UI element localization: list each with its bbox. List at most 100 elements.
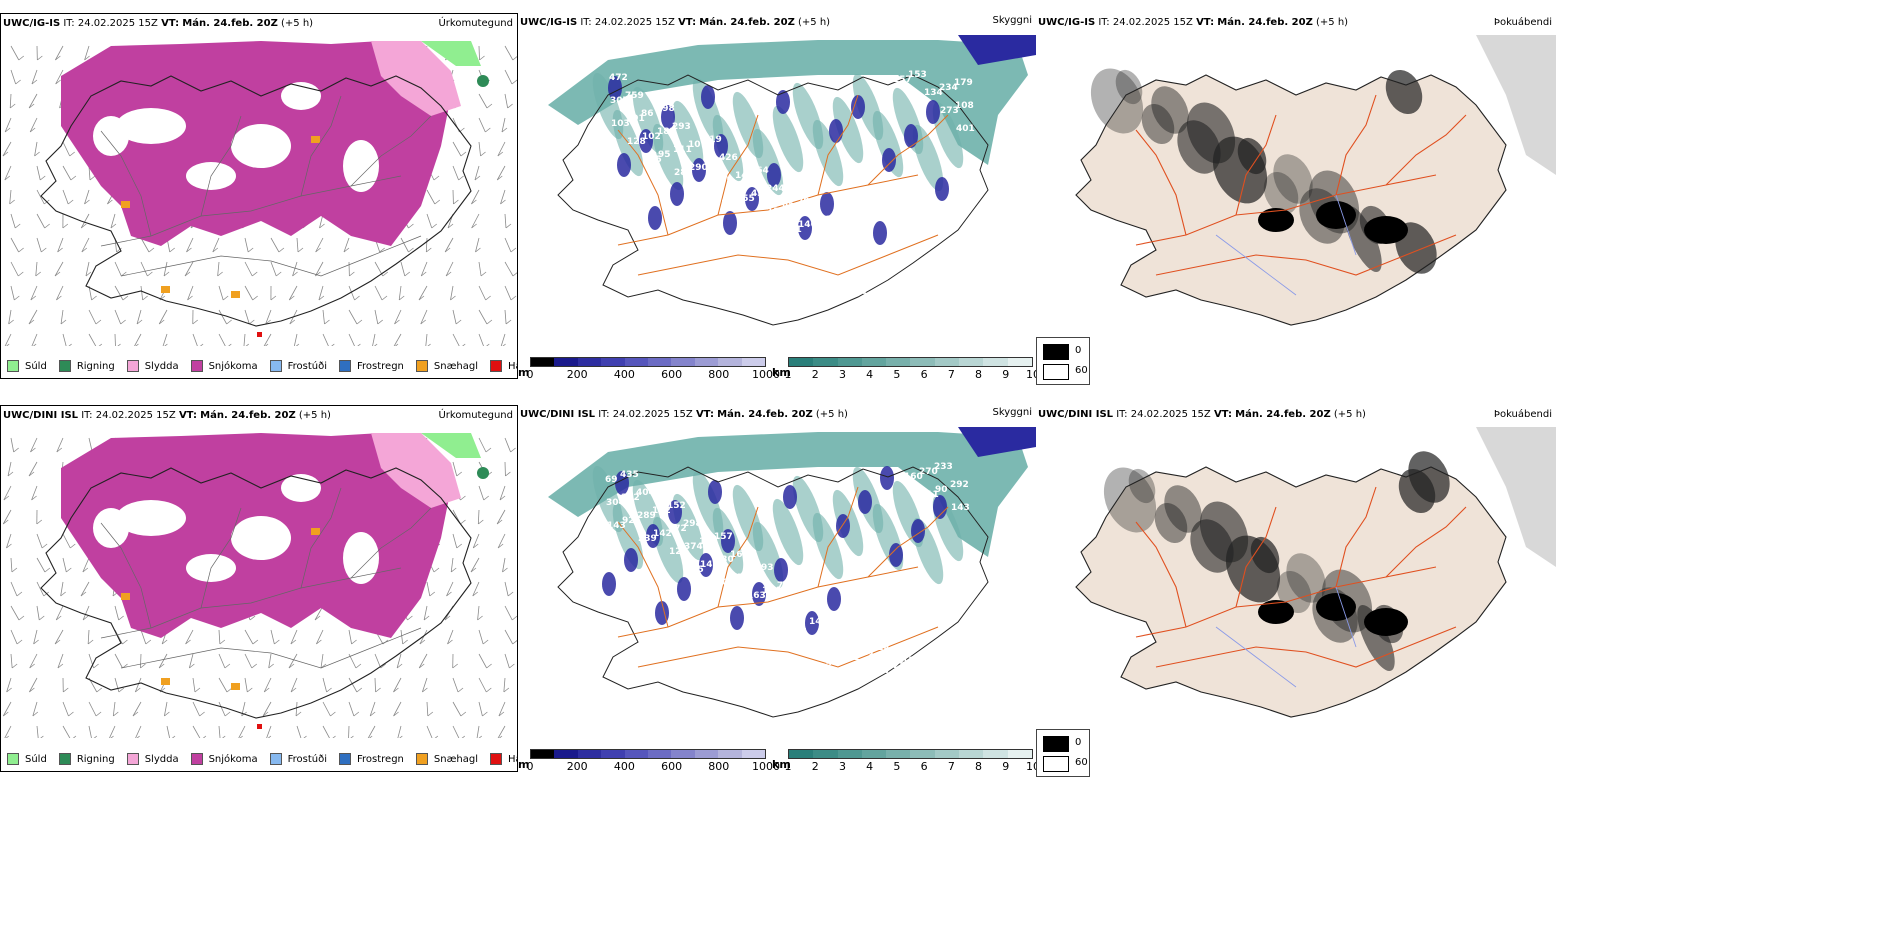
legend-label: Slydda [144,753,179,765]
peak-label: 92 [622,516,635,526]
peak-label: 148 [700,560,719,570]
legend-item-snjókoma: Snjókoma [190,360,258,372]
legend-item-snæhagl: Snæhagl [415,360,478,372]
colorbar-step [601,358,625,366]
peak-label: 107 [688,140,707,150]
tick-label: 800 [708,760,730,773]
colorbar-step [694,750,719,758]
legend-label: Snæhagl [433,753,479,765]
colorbar-step [554,358,578,366]
peak-label: 121 [793,599,812,609]
peak-label: 126 [829,233,848,243]
peak-label: 231 [814,238,833,248]
peak-label: 309 [857,671,876,681]
peak-label: 514 [949,687,968,697]
colorbar-step [983,750,1008,758]
colorbar-step [837,358,862,366]
legend-label: Frostúði [287,360,327,372]
peak-label: 128 [887,661,906,671]
peak-label: 175 [855,625,874,635]
colorbar-step [1007,358,1032,366]
legend-label: Rigning [76,360,115,372]
visibility-ticks: 1 2 3 4 5 6 7 8 9 10 [785,760,1041,774]
peak-label: 182 [657,127,676,137]
legend-item-frostúði: Frostúði [269,753,327,765]
peak-label: 75 [720,176,733,186]
legend-item-slydda: Slydda [126,360,179,372]
peak-label: 128 [627,137,646,147]
peak-label: 133 [902,656,921,666]
peak-label: 101 [746,568,765,578]
panel-label: Þokuábendi [1493,17,1552,28]
peak-label: 111 [920,490,939,500]
legend-swatch [415,753,428,765]
legend-item-frostregn: Frostregn [339,360,404,372]
peak-label: 401 [956,124,975,134]
legend-swatch [415,360,428,372]
peak-label: 328 [903,679,922,689]
peak-label: 304 [606,498,625,508]
peak-label: 191 [888,684,907,694]
tick-label: 9 [1002,368,1010,381]
colorbar-step [861,358,887,366]
peak-label: 235 [860,246,879,256]
peak-label: 215 [824,612,843,622]
fog-panel-2: UWC/DINI ISL IT: 24.02.2025 15Z VT: Mán.… [1036,405,1556,772]
peak-label: 115 [825,635,844,645]
legend-swatch [7,753,19,765]
colorbar-step [741,750,766,758]
peak-label: 102 [652,506,671,516]
peak-label: 146 [798,220,817,230]
peak-label: 204 [768,230,787,240]
peak-label: 284 [797,197,816,207]
visibility-unit: km [772,758,791,771]
peak-label: 404 [636,488,655,498]
elevation-unit: m [518,758,530,771]
peak-label: 127 [752,212,771,222]
peak-label: 281 [892,282,911,292]
legend-swatch [339,360,351,372]
peak-label: 105 [705,181,724,191]
legend-swatch [190,753,203,765]
peak-label: 93 [761,563,774,573]
peak-label: 91 [877,287,890,297]
peak-label: 710 [777,581,796,591]
legend-label: Frostregn [357,753,404,765]
colorbar-step [910,750,935,758]
peak-label: 155 [643,155,662,165]
precip-legend: Súld Rigning Slydda Snjókoma Frostúði Frostre… [7,360,517,372]
peak-label: 151 [846,274,865,284]
tick-label: 1000 [752,760,780,773]
colorbar-step [718,750,742,758]
colorbar-step [837,750,862,758]
peak-label: 143 [607,521,626,531]
visibility-panel-1: UWC/IG-IS IT: 24.02.2025 15Z VT: Mán. 24… [518,13,1036,379]
peak-label: 102 [642,132,661,142]
tick-label: 0 [526,368,534,381]
visibility-ticks: 1 2 3 4 5 6 7 8 9 10 [785,368,1041,382]
peak-label: 289 [637,511,656,521]
visibility-scale-1: km 1 2 3 4 5 6 7 8 9 10 [772,357,1041,382]
legend-item-frostúði: Frostúði [269,360,327,372]
peak-label: 143 [951,503,970,513]
peak-label: 152 [830,256,849,266]
peak-label: 163 [747,591,766,601]
colorbar-step [577,750,602,758]
precip-panel-2: UWC/DINI ISL IT: 24.02.2025 15Z VT: Mán.… [0,405,518,772]
visibility-panel-2: UWC/DINI ISL IT: 24.02.2025 15Z VT: Mán.… [518,405,1036,772]
peak-label: 157 [893,75,912,85]
peak-label: 229 [918,674,937,684]
elevation-colorbar [530,357,766,367]
peak-label: 119 [840,630,859,640]
peak-label: 172 [668,524,687,534]
colorbar-step [624,750,649,758]
precip-panel-1: UWC/IG-IS IT: 24.02.2025 15Z VT: Mán. 24… [0,13,518,379]
colorbar-step [959,358,984,366]
tick-label: 3 [838,760,846,773]
peak-label: 109 [716,578,735,588]
legend-item-rigning: Rigning [58,360,115,372]
tick-label: 9 [1002,760,1010,773]
peak-label: 140 [809,617,828,627]
peak-label: 197 [872,666,891,676]
peak-label: 113 [699,537,718,547]
